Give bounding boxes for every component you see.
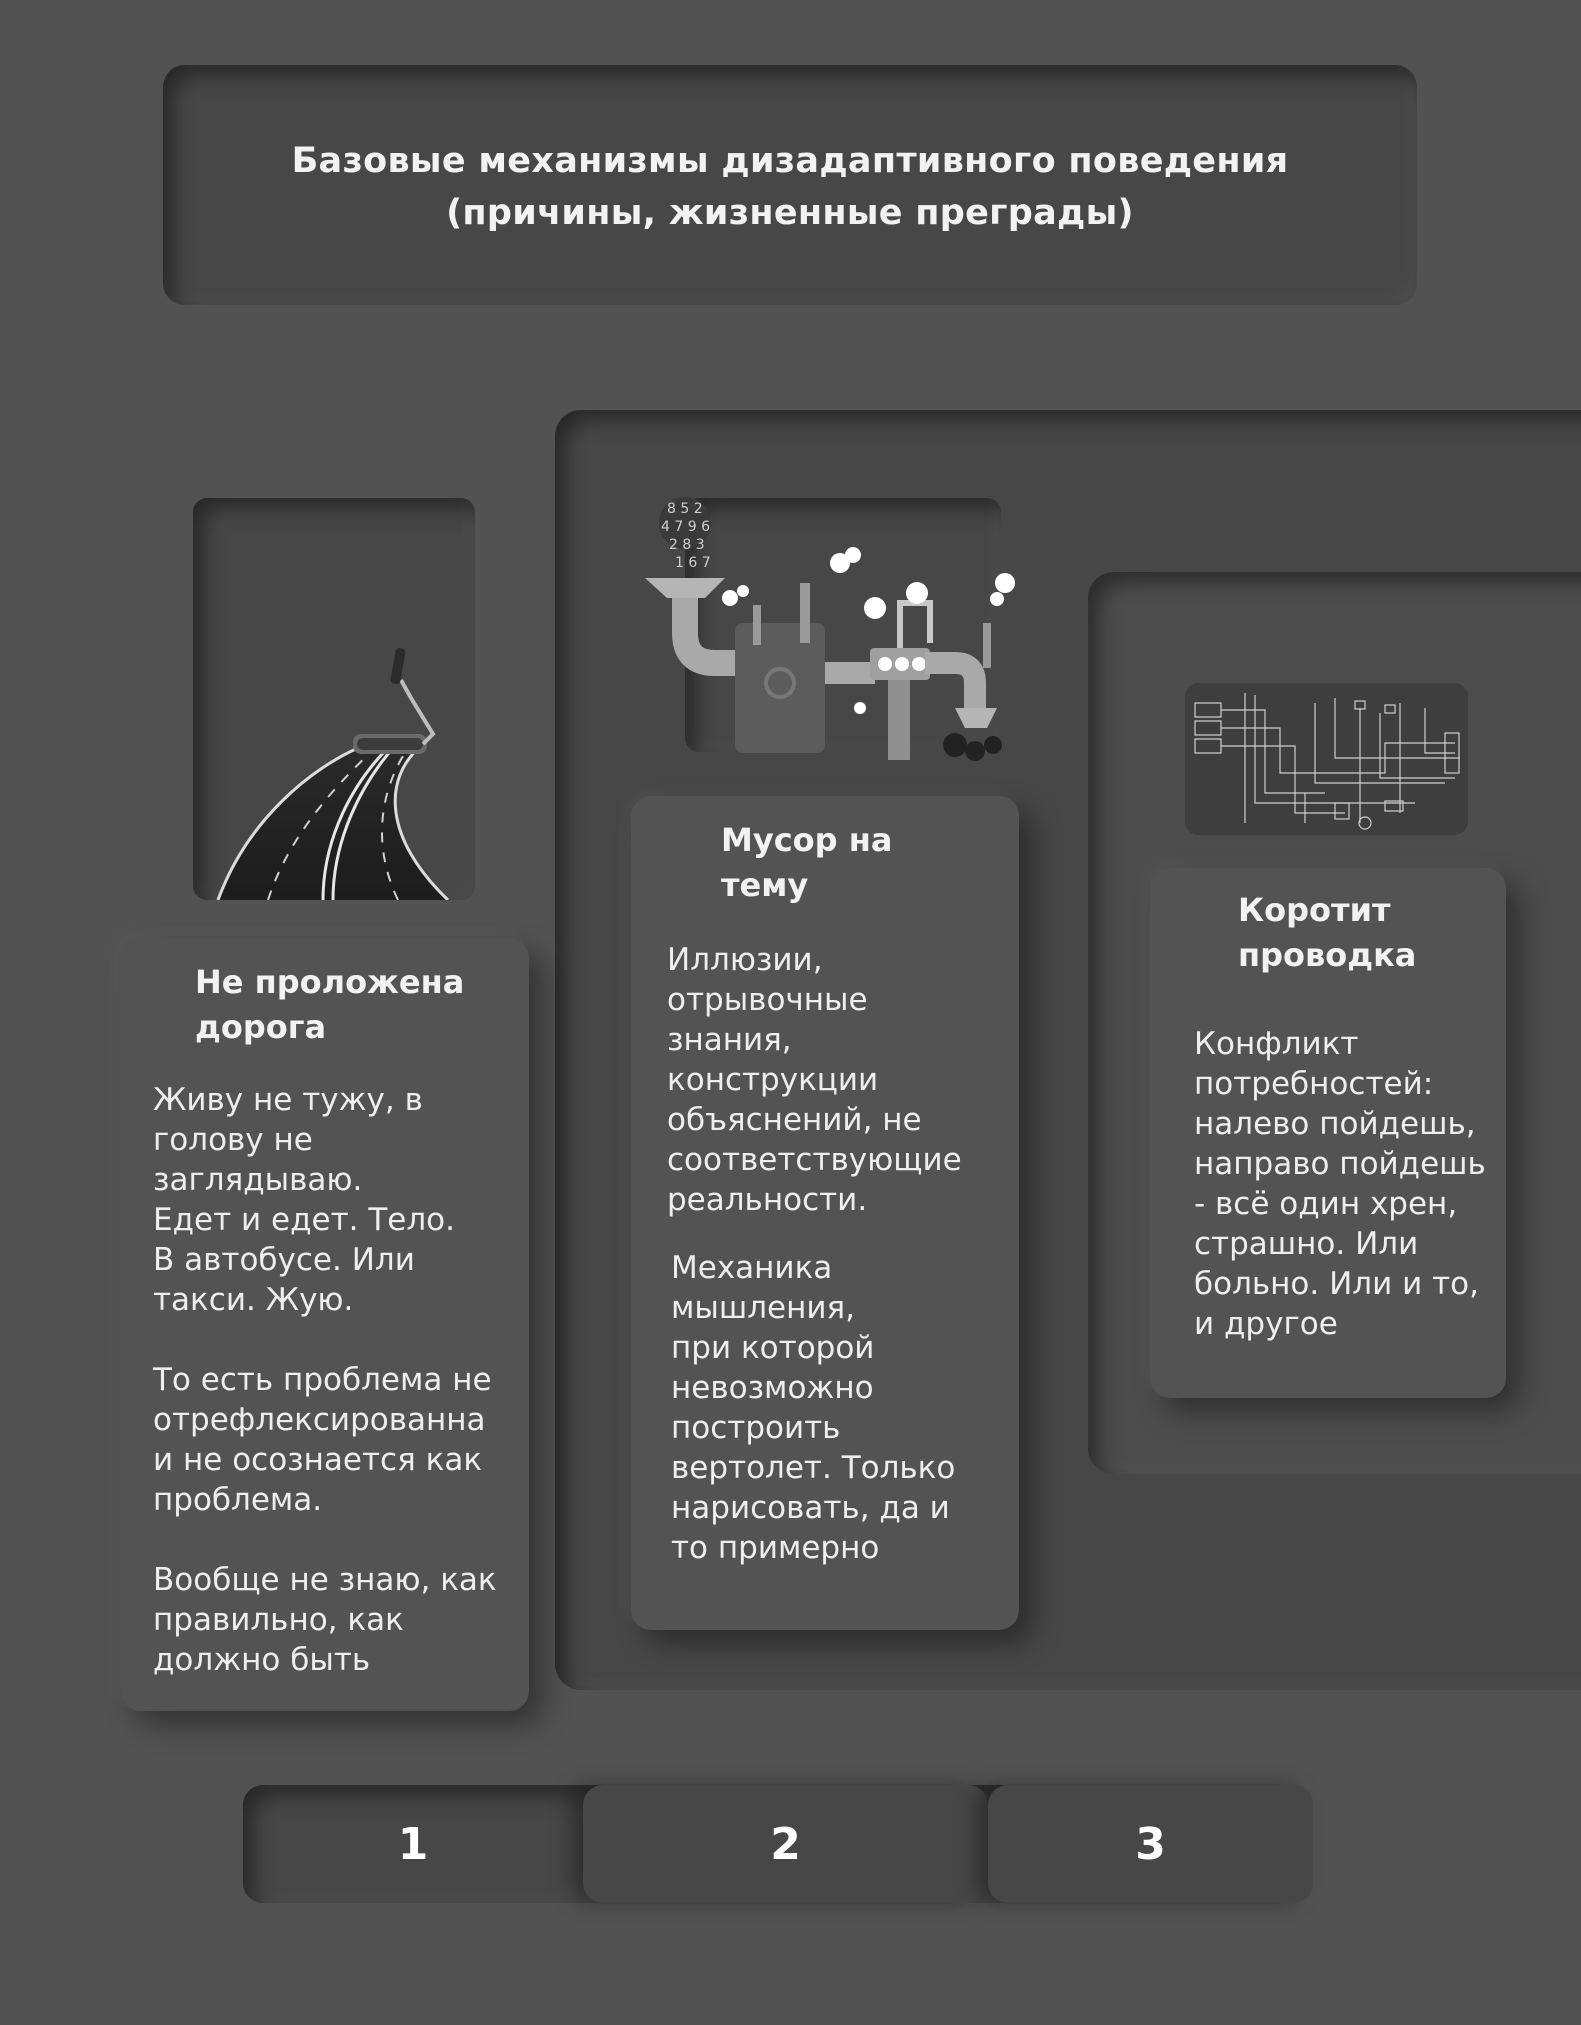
road-illustration-well — [193, 498, 475, 900]
page-title-line1: Базовые механизмы дизадаптивного поведен… — [291, 141, 1289, 181]
card-text: Иллюзии, отрывочные знания, конструкции … — [667, 942, 962, 1218]
card-title: Не проложена дорога — [195, 963, 465, 1046]
wiring-diagram-icon — [1185, 683, 1468, 835]
pipes-illustration-well: 8 5 2 4 7 9 6 2 8 3 1 6 7 — [645, 497, 1015, 761]
card-title: Мусор на тему — [721, 821, 893, 904]
page-2-button[interactable]: 2 — [583, 1785, 988, 1903]
page-title: Базовые механизмы дизадаптивного поведен… — [163, 135, 1417, 239]
header-panel: Базовые механизмы дизадаптивного поведен… — [163, 65, 1417, 305]
page-1-button[interactable]: 1 — [243, 1785, 583, 1903]
page-title-line2: (причины, жизненные преграды) — [446, 193, 1134, 233]
svg-text:2 8 3: 2 8 3 — [669, 537, 705, 553]
card-title: Коротит проводка — [1238, 891, 1417, 974]
svg-text:4 7 9 6: 4 7 9 6 — [661, 519, 710, 535]
pager: 1 2 3 — [243, 1785, 1313, 1903]
card-garbage: Мусор на тему Иллюзии, отрывочные знания… — [631, 796, 1019, 1630]
card-wiring: Коротит проводка Конфликт потребностей: … — [1150, 868, 1506, 1398]
card-road: Не проложена дорога Живу не тужу, в голо… — [121, 938, 529, 1711]
road-icon — [216, 648, 450, 900]
card-text: Живу не тужу, в голову не заглядываю. Ед… — [153, 1082, 497, 1678]
card-text-2: Механика мышления, при которой невозможн… — [671, 1250, 956, 1566]
page-3-button[interactable]: 3 — [988, 1785, 1313, 1903]
card-text: Конфликт потребностей: налево пойдешь, н… — [1194, 1026, 1486, 1342]
svg-text:1 6 7: 1 6 7 — [675, 555, 711, 571]
wiring-illustration-well — [1185, 683, 1468, 835]
pipes-machine-icon: 8 5 2 4 7 9 6 2 8 3 1 6 7 — [645, 497, 1015, 761]
svg-text:8 5 2: 8 5 2 — [667, 501, 703, 517]
